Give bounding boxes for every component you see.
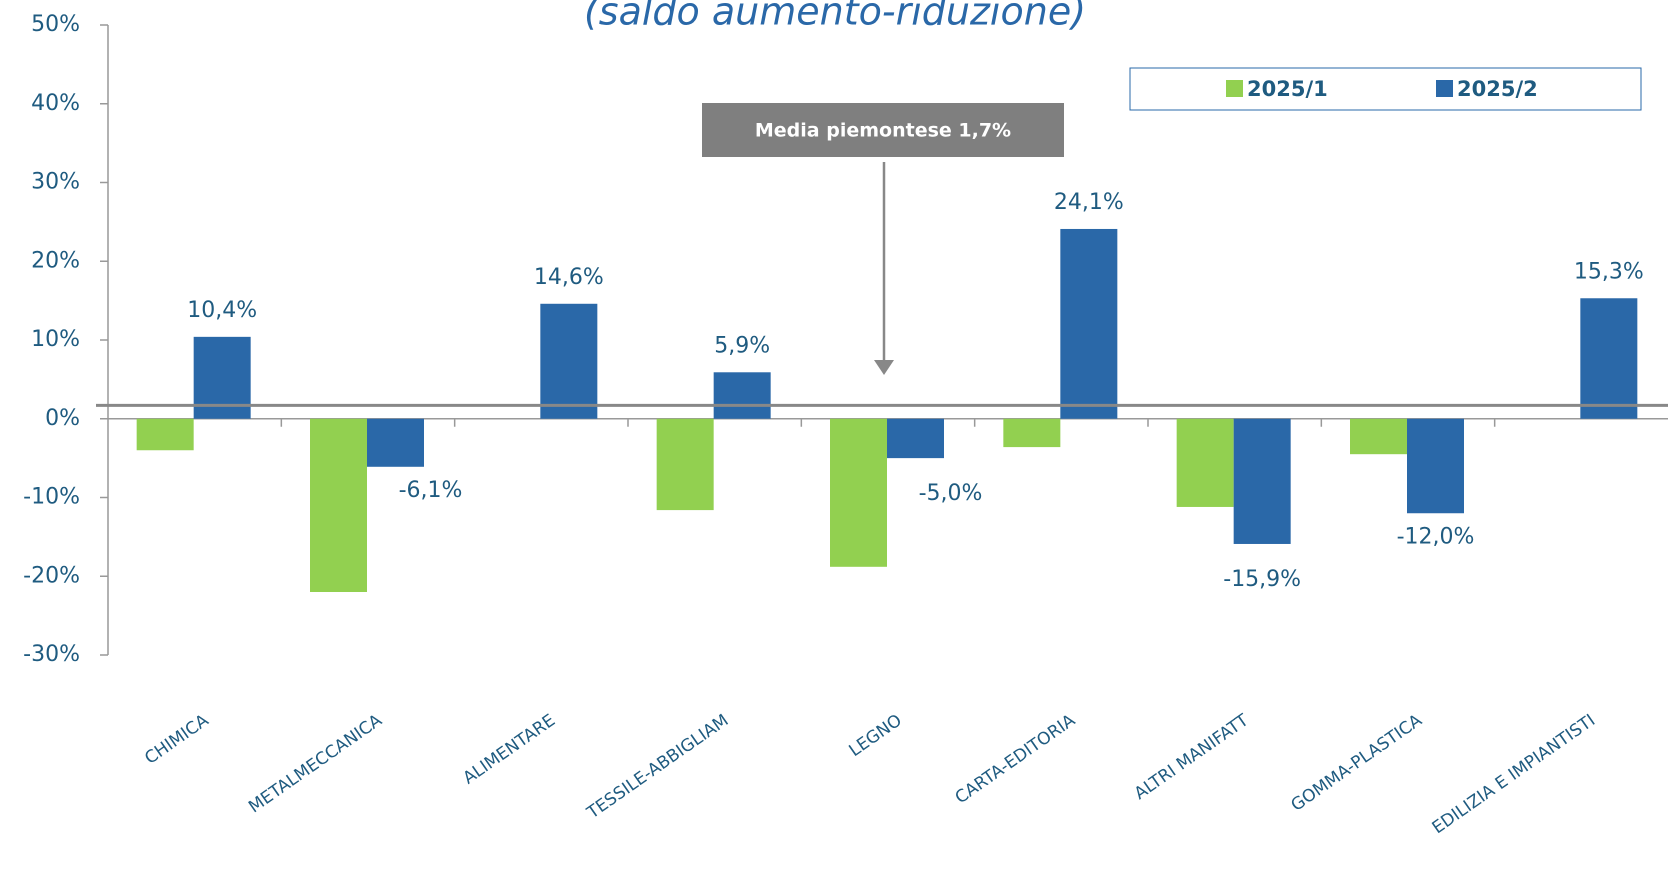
- bar: [367, 418, 424, 467]
- y-tick-label: -10%: [23, 485, 80, 510]
- y-tick-label: -20%: [23, 563, 80, 588]
- arrow-head: [874, 360, 894, 375]
- bar: [1580, 298, 1638, 419]
- y-tick-label: 0%: [45, 406, 80, 431]
- value-label: -6,1%: [399, 478, 463, 503]
- x-tick-label: ALTRI MANIFATT: [1131, 710, 1253, 804]
- legend-swatch: [1436, 80, 1453, 97]
- x-tick-label: ALIMENTARE: [460, 711, 560, 789]
- value-label: 24,1%: [1054, 190, 1124, 215]
- bar: [540, 303, 598, 419]
- bar: [1407, 418, 1464, 514]
- value-label: 15,3%: [1574, 259, 1644, 284]
- value-label: -15,9%: [1223, 567, 1301, 592]
- y-tick-label: -30%: [23, 642, 80, 667]
- x-tick-group: EDILIZIA E IMPIANTISTI: [1429, 711, 1599, 839]
- x-tick-label: CHIMICA: [141, 710, 212, 768]
- value-label: 5,9%: [714, 333, 770, 358]
- annotation: Media piemontese 1,7%: [755, 120, 1011, 142]
- y-tick-label: 20%: [31, 248, 80, 273]
- chart-title: (saldo aumento-riduzione): [584, 0, 1086, 34]
- y-tick-label: 10%: [31, 327, 80, 352]
- bar: [830, 418, 887, 567]
- bar: [887, 418, 944, 459]
- x-tick-group: TESSILE-ABBIGLIAM: [583, 711, 733, 824]
- legend-label: 2025/1: [1247, 77, 1328, 101]
- value-label: -5,0%: [919, 481, 983, 506]
- y-tick-label: 30%: [31, 170, 80, 195]
- x-tick-label: EDILIZIA E IMPIANTISTI: [1429, 711, 1599, 839]
- value-label: 10,4%: [187, 298, 257, 323]
- legend-swatch: [1226, 80, 1243, 97]
- x-tick-group: ALTRI MANIFATT: [1131, 710, 1253, 804]
- bar: [1176, 418, 1234, 507]
- bar: [1350, 418, 1407, 455]
- bar: [713, 372, 771, 419]
- legend-box: [1129, 67, 1642, 111]
- bar: [1060, 228, 1118, 419]
- x-tick-group: GOMMA-PLASTICA: [1288, 710, 1427, 815]
- x-tick-label: CARTA-EDITORIA: [952, 710, 1080, 808]
- x-tick-group: METALMECCANICA: [245, 710, 386, 817]
- x-tick-group: CARTA-EDITORIA: [952, 710, 1080, 808]
- legend-label: 2025/2: [1457, 77, 1538, 101]
- x-tick-label: GOMMA-PLASTICA: [1288, 710, 1427, 815]
- bar: [136, 418, 194, 451]
- annotation-box: [702, 103, 1064, 157]
- x-tick-group: LEGNO: [846, 711, 906, 762]
- y-tick-label: 40%: [31, 91, 80, 116]
- value-label: -12,0%: [1397, 524, 1475, 549]
- x-tick-label: LEGNO: [846, 711, 906, 762]
- x-tick-group: CHIMICA: [141, 710, 212, 768]
- x-tick-label: METALMECCANICA: [245, 710, 386, 817]
- x-tick-group: ALIMENTARE: [460, 711, 560, 789]
- bar: [1233, 418, 1291, 544]
- bar: [656, 418, 714, 511]
- bar: [310, 418, 367, 592]
- x-tick-label: TESSILE-ABBIGLIAM: [583, 711, 733, 824]
- y-tick-label: 50%: [31, 12, 80, 37]
- value-label: 14,6%: [534, 265, 604, 290]
- bar: [1003, 418, 1061, 448]
